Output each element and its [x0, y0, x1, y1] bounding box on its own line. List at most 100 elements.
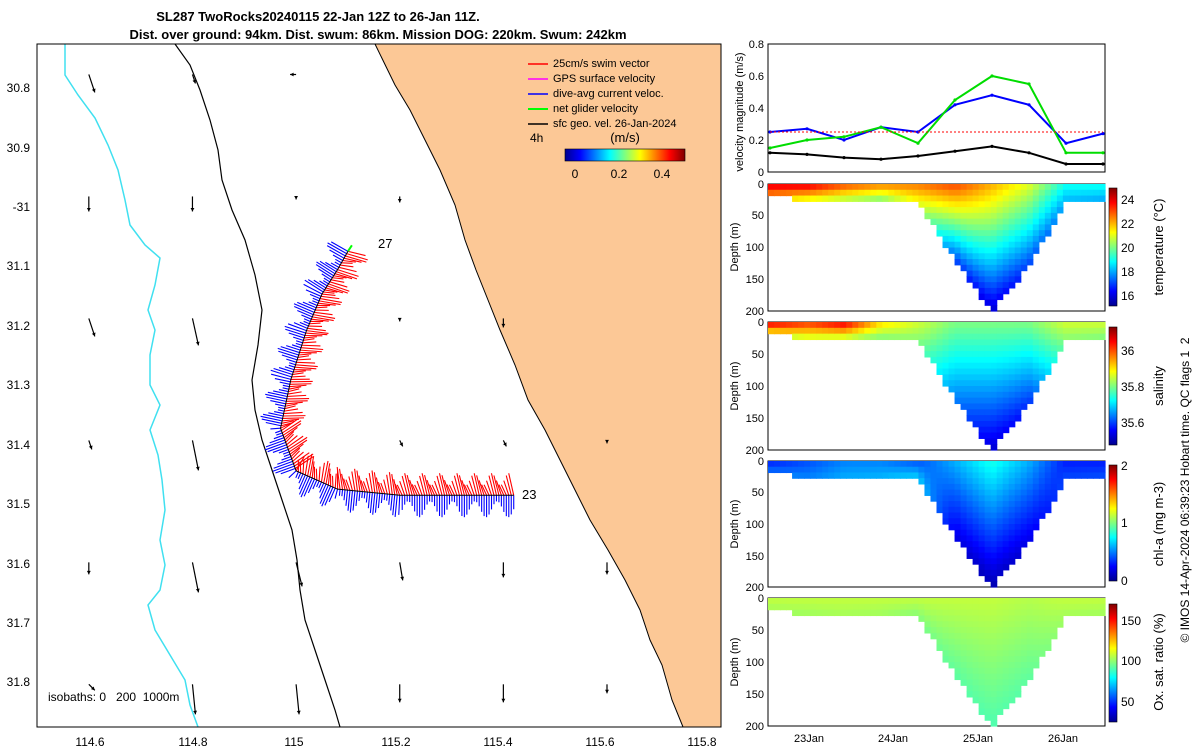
sfc-geo-vector-head: [605, 689, 609, 694]
section-cell: [846, 598, 853, 605]
section-cell: [888, 327, 895, 335]
section-cell: [828, 466, 835, 474]
section-cell: [978, 415, 986, 422]
current-vector: [286, 358, 297, 363]
swim-vector: [283, 411, 303, 415]
current-vector: [269, 437, 285, 444]
section-cell: [996, 259, 1004, 266]
section-cell: [978, 696, 986, 704]
swim-vector: [288, 436, 308, 450]
section-cell: [1062, 184, 1070, 191]
section-cell: [1014, 632, 1022, 640]
section-cell: [768, 322, 775, 329]
salinity-colorbar-ticks: 35.6 35.8 36: [1121, 344, 1145, 430]
section-cell: [942, 656, 950, 663]
section-cell: [1008, 472, 1016, 479]
section-cell: [1026, 638, 1034, 646]
section-cell: [1008, 691, 1016, 698]
section-cell: [984, 287, 992, 295]
section-cell: [960, 535, 968, 542]
section-cell: [996, 230, 1004, 237]
section-cell: [906, 322, 914, 329]
section-cell: [1002, 264, 1010, 272]
section-cell: [1008, 685, 1016, 692]
swim-vector: [281, 420, 302, 434]
section-cell: [978, 535, 986, 542]
section-cell: [954, 667, 962, 675]
section-cell: [978, 322, 986, 329]
section-cell: [1032, 609, 1040, 617]
section-cell: [984, 276, 992, 283]
section-cell: [930, 603, 938, 611]
swim-vector: [285, 433, 294, 443]
section-cell: [960, 230, 968, 237]
section-cell: [876, 598, 883, 605]
section-cell: [966, 650, 974, 657]
section-cell: [1008, 351, 1016, 358]
section-cell: [942, 235, 950, 243]
section-cell: [1032, 472, 1040, 479]
section-cell: [816, 472, 823, 479]
section-cell: [858, 189, 865, 197]
map-y-tick: 31.4: [7, 438, 31, 452]
section-cell: [1014, 461, 1022, 468]
section-cell: [1038, 483, 1046, 491]
section-cell: [984, 696, 992, 704]
swim-vector: [324, 289, 338, 293]
section-cell: [966, 609, 974, 617]
swim-vector: [325, 287, 344, 294]
section-cell: [930, 195, 938, 202]
section-cell: [1014, 552, 1022, 559]
velocity-point: [990, 144, 994, 148]
chla-cbar-tick: 0: [1121, 574, 1128, 588]
section-cell: [936, 598, 944, 605]
section-cell: [876, 472, 883, 479]
section-cell: [1008, 696, 1016, 704]
section-cell: [1092, 466, 1100, 474]
current-vector: [291, 344, 302, 349]
current-vector: [265, 393, 287, 400]
section-cell: [954, 650, 962, 657]
section-cell: [828, 609, 835, 617]
section-cell: [954, 345, 962, 352]
section-cell: [1026, 339, 1034, 346]
section-cell: [1002, 409, 1010, 416]
swim-vector: [358, 475, 363, 492]
current-vector: [289, 362, 296, 366]
swim-vector: [429, 484, 436, 496]
section-cell: [972, 207, 980, 214]
swim-vector: [463, 484, 470, 496]
section-cell: [978, 259, 986, 266]
section-cell: [954, 374, 962, 381]
swim-vector: [293, 370, 306, 373]
section-cell: [984, 189, 992, 197]
section-cell: [1098, 461, 1106, 468]
section-cell: [804, 461, 811, 468]
section-cell: [972, 224, 980, 231]
swim-vector: [493, 475, 500, 496]
section-cell: [942, 466, 950, 474]
current-vector: [298, 474, 306, 490]
section-cell: [900, 195, 908, 202]
section-cell: [984, 201, 992, 208]
section-cell: [900, 184, 908, 191]
section-cell: [1092, 461, 1100, 468]
velocity-axes-frame: [767, 43, 1106, 173]
section-cell: [1002, 483, 1010, 491]
section-cell: [1098, 322, 1106, 329]
section-cell: [984, 644, 992, 651]
section-cell: [810, 184, 817, 191]
section-cell: [972, 184, 980, 191]
section-cell: [990, 535, 998, 542]
swim-vector: [289, 383, 312, 385]
section-cell: [978, 495, 986, 502]
section-cell: [894, 603, 901, 611]
section-cell: [948, 322, 956, 329]
glider-track: [260, 241, 515, 518]
swim-vector: [319, 298, 342, 303]
section-cell: [1008, 627, 1016, 634]
section-cell: [1014, 667, 1022, 675]
section-cell: [1014, 247, 1022, 254]
section-cell: [930, 489, 938, 496]
section-cell: [870, 195, 877, 202]
